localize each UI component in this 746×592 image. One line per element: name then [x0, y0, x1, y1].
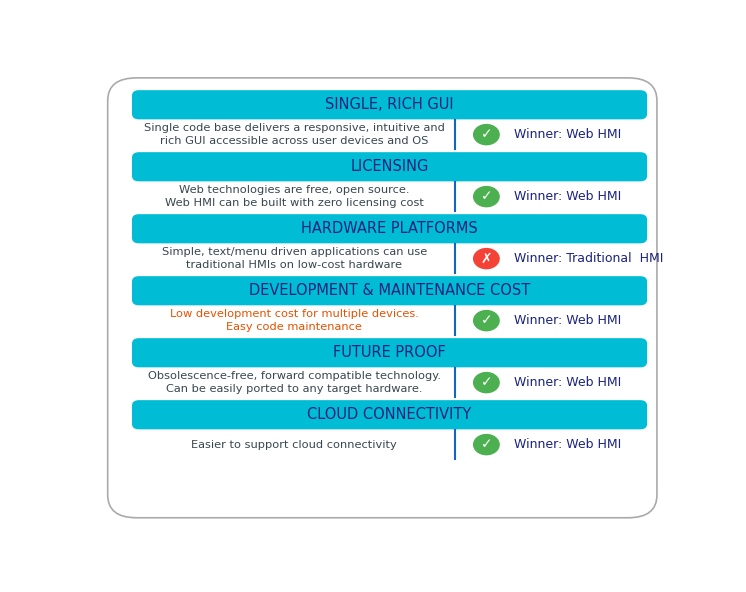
- Text: Winner: Web HMI: Winner: Web HMI: [513, 438, 621, 451]
- Circle shape: [474, 249, 499, 269]
- FancyBboxPatch shape: [132, 400, 647, 429]
- Text: SINGLE, RICH GUI: SINGLE, RICH GUI: [325, 97, 454, 112]
- Text: FUTURE PROOF: FUTURE PROOF: [333, 345, 446, 361]
- Text: DEVELOPMENT & MAINTENANCE COST: DEVELOPMENT & MAINTENANCE COST: [249, 283, 530, 298]
- Text: HARDWARE PLATFORMS: HARDWARE PLATFORMS: [301, 221, 478, 236]
- Text: ✓: ✓: [480, 128, 492, 141]
- Text: ✓: ✓: [480, 375, 492, 390]
- Text: ✗: ✗: [480, 252, 492, 266]
- FancyBboxPatch shape: [132, 338, 647, 367]
- Text: Low development cost for multiple devices.
Easy code maintenance: Low development cost for multiple device…: [170, 309, 419, 332]
- Text: Easier to support cloud connectivity: Easier to support cloud connectivity: [191, 440, 397, 449]
- Text: LICENSING: LICENSING: [351, 159, 429, 174]
- FancyBboxPatch shape: [132, 276, 647, 305]
- Circle shape: [474, 435, 499, 455]
- Text: Winner: Traditional  HMI: Winner: Traditional HMI: [513, 252, 663, 265]
- Circle shape: [474, 124, 499, 144]
- FancyBboxPatch shape: [132, 90, 647, 120]
- FancyBboxPatch shape: [107, 78, 657, 518]
- FancyBboxPatch shape: [132, 214, 647, 243]
- Text: CLOUD CONNECTIVITY: CLOUD CONNECTIVITY: [307, 407, 471, 422]
- Text: Winner: Web HMI: Winner: Web HMI: [513, 314, 621, 327]
- FancyBboxPatch shape: [132, 152, 647, 181]
- Text: Simple, text/menu driven applications can use
traditional HMIs on low-cost hardw: Simple, text/menu driven applications ca…: [162, 247, 427, 270]
- Text: Obsolescence-free, forward compatible technology.
Can be easily ported to any ta: Obsolescence-free, forward compatible te…: [148, 371, 441, 394]
- Circle shape: [474, 372, 499, 392]
- Text: ✓: ✓: [480, 189, 492, 204]
- Text: ✓: ✓: [480, 437, 492, 452]
- Text: Winner: Web HMI: Winner: Web HMI: [513, 376, 621, 389]
- Text: Web technologies are free, open source.
Web HMI can be built with zero licensing: Web technologies are free, open source. …: [165, 185, 424, 208]
- Text: Winner: Web HMI: Winner: Web HMI: [513, 190, 621, 203]
- Circle shape: [474, 186, 499, 207]
- Text: ✓: ✓: [480, 314, 492, 327]
- Text: Winner: Web HMI: Winner: Web HMI: [513, 128, 621, 141]
- Circle shape: [474, 311, 499, 331]
- Text: Single code base delivers a responsive, intuitive and
rich GUI accessible across: Single code base delivers a responsive, …: [144, 123, 445, 146]
